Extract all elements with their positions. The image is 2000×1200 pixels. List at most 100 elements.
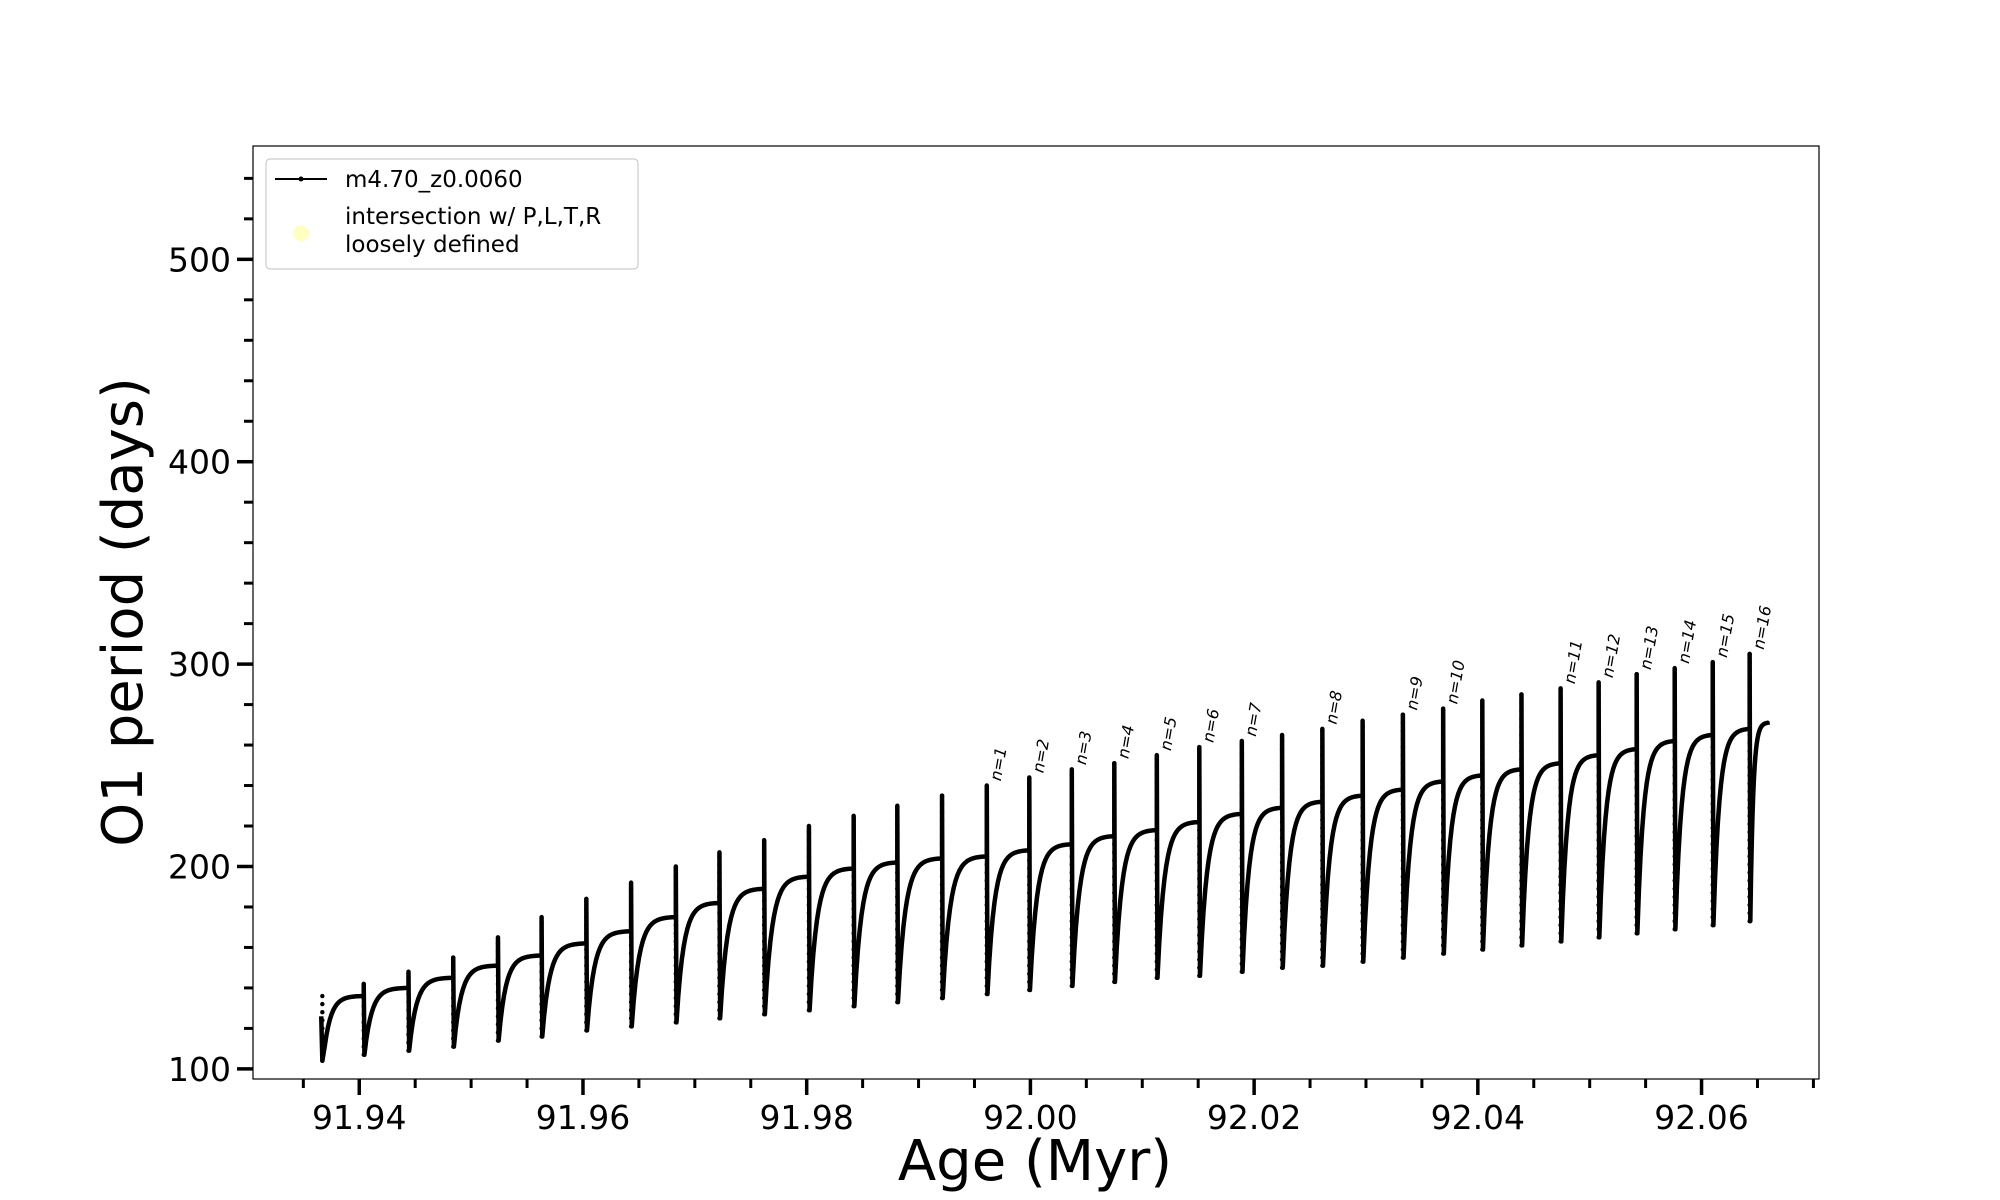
series-point	[1672, 765, 1677, 770]
series-point	[1239, 945, 1245, 950]
series-point	[1069, 967, 1074, 972]
series-point	[806, 910, 812, 916]
series-point	[1197, 803, 1202, 808]
series-point	[984, 935, 989, 940]
series-point	[1596, 854, 1601, 859]
series-point	[984, 910, 989, 916]
series-point	[673, 931, 679, 936]
series-point	[1197, 787, 1202, 792]
series-point	[628, 894, 634, 900]
series-point	[1069, 894, 1074, 900]
series-point	[673, 995, 679, 1001]
series-point	[1480, 736, 1485, 742]
series-point	[1112, 979, 1117, 985]
series-point	[1710, 744, 1715, 750]
series-point	[1154, 846, 1160, 851]
series-point	[984, 894, 989, 900]
series-point	[806, 886, 812, 891]
y-tick-label: 100	[168, 1050, 231, 1089]
series-point	[1197, 835, 1202, 841]
legend[interactable]: m4.70_z0.0060 intersection w/ P,L,T,R lo…	[265, 158, 639, 270]
series-point	[717, 918, 722, 924]
series-point	[1596, 789, 1601, 794]
series-point	[1360, 773, 1365, 778]
series-point	[1480, 947, 1485, 952]
series-point	[761, 1012, 767, 1017]
series-point	[761, 858, 767, 863]
series-point	[495, 949, 501, 954]
series-point	[806, 837, 812, 843]
series-point	[1480, 914, 1485, 920]
series-point	[1239, 880, 1245, 885]
series-point	[806, 1007, 812, 1013]
series-point	[320, 1034, 325, 1039]
series-point	[1634, 906, 1639, 912]
series-point	[1112, 793, 1117, 798]
series-point	[806, 829, 812, 835]
series-point	[1400, 744, 1406, 750]
series-point	[717, 951, 722, 956]
series-point	[1320, 825, 1325, 831]
series-point	[584, 947, 589, 952]
series-point	[1634, 712, 1639, 717]
series-point	[1197, 916, 1202, 922]
series-point	[628, 983, 634, 989]
series-point	[1747, 846, 1752, 851]
series-point	[1360, 805, 1365, 811]
series-point	[1069, 870, 1074, 875]
series-point	[1069, 813, 1074, 819]
series-point	[1596, 708, 1601, 713]
series-point	[1400, 728, 1406, 734]
series-point	[495, 957, 501, 962]
series-point	[895, 837, 900, 843]
series-point	[1710, 922, 1715, 928]
series-point	[1672, 708, 1677, 713]
series-point	[1634, 680, 1639, 685]
y-tick-label: 300	[168, 645, 231, 684]
series-point	[1596, 862, 1601, 867]
series-point	[1197, 746, 1202, 752]
series-point	[1519, 692, 1524, 697]
series-point	[1710, 858, 1715, 863]
series-point	[1558, 931, 1563, 936]
series-point	[895, 975, 900, 981]
series-point	[1480, 922, 1485, 928]
series-point	[806, 854, 812, 859]
series-point	[939, 809, 945, 815]
series-point	[1519, 716, 1524, 721]
series-point	[1112, 817, 1117, 823]
series-point	[495, 941, 501, 946]
series-point	[1747, 805, 1752, 811]
series-point	[1480, 850, 1485, 855]
series-point	[1112, 777, 1117, 782]
series-point	[1558, 817, 1563, 823]
series-point	[673, 898, 679, 904]
series-point	[1400, 858, 1406, 863]
series-point	[1069, 797, 1074, 802]
series-point	[1672, 667, 1677, 673]
series-point	[1596, 837, 1601, 843]
series-point	[1672, 927, 1677, 932]
series-point	[895, 943, 900, 948]
series-point	[1634, 825, 1639, 831]
series-point	[761, 850, 767, 855]
series-point	[1519, 894, 1524, 900]
series-point	[1400, 906, 1406, 912]
series-point	[1320, 882, 1325, 887]
series-point	[1440, 765, 1446, 770]
series-point	[851, 979, 856, 985]
series-point	[1747, 708, 1752, 713]
series-point	[1360, 902, 1365, 908]
series-point	[1519, 757, 1524, 762]
series-point	[939, 906, 945, 912]
series-point	[539, 1026, 544, 1031]
series-point	[1197, 900, 1202, 906]
series-point	[1672, 902, 1677, 908]
legend-entry-intersection-line2: loosely defined	[345, 232, 520, 258]
series-point	[1400, 874, 1406, 879]
series-point	[939, 963, 945, 968]
series-point	[1154, 943, 1160, 948]
x-axis-label: Age (Myr)	[898, 1129, 1172, 1194]
series-point	[717, 935, 722, 940]
